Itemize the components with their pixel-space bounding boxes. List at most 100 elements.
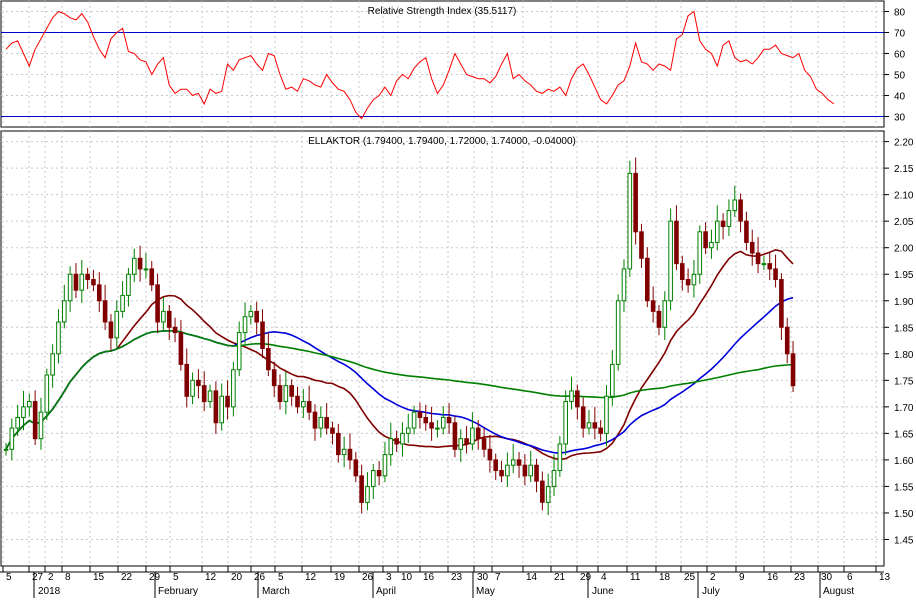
candle-body bbox=[458, 438, 464, 450]
candle-body bbox=[353, 459, 359, 477]
rsi-y-tick-label: 40 bbox=[894, 92, 906, 103]
moving-average-line bbox=[5, 248, 794, 461]
candle-body bbox=[21, 406, 26, 418]
candlestick bbox=[27, 393, 32, 417]
candle-body bbox=[470, 427, 475, 445]
candlestick bbox=[773, 254, 778, 288]
rsi-y-tick-label: 60 bbox=[894, 50, 906, 61]
candlestick bbox=[767, 252, 773, 281]
candlestick bbox=[336, 423, 341, 463]
rsi-y-tick-label: 50 bbox=[894, 71, 906, 82]
x-day-label: 2 bbox=[48, 572, 54, 583]
x-day-label: 30 bbox=[821, 572, 833, 583]
x-day-label: 16 bbox=[423, 572, 435, 583]
candle-body bbox=[668, 220, 673, 302]
candle-body bbox=[67, 273, 73, 302]
candle-body bbox=[604, 395, 609, 434]
candlestick bbox=[137, 245, 143, 282]
candlestick bbox=[528, 450, 534, 483]
candle-body bbox=[382, 454, 388, 477]
candle-body bbox=[254, 310, 259, 323]
candle-body bbox=[773, 268, 778, 281]
candle-body bbox=[703, 231, 708, 249]
candlestick bbox=[685, 268, 691, 293]
candle-body bbox=[359, 475, 364, 503]
candle-body bbox=[242, 316, 248, 334]
candlestick bbox=[499, 460, 504, 483]
candlestick bbox=[703, 222, 708, 255]
candle-body bbox=[324, 416, 329, 429]
candlestick bbox=[266, 332, 271, 377]
candle-body bbox=[79, 273, 85, 291]
candlestick bbox=[44, 368, 50, 421]
candle-body bbox=[452, 422, 458, 450]
candle-body bbox=[505, 464, 510, 477]
candlestick bbox=[411, 405, 417, 435]
x-day-label: 5 bbox=[173, 572, 179, 583]
candlestick-layer bbox=[3, 157, 796, 516]
candle-body bbox=[510, 459, 516, 466]
candle-body bbox=[749, 241, 755, 254]
candle-body bbox=[481, 438, 487, 450]
candlestick bbox=[201, 371, 207, 412]
candle-body bbox=[341, 448, 347, 456]
candle-body bbox=[487, 448, 493, 461]
candlestick bbox=[732, 185, 738, 217]
x-day-label: 30 bbox=[477, 572, 489, 583]
candle-body bbox=[330, 427, 335, 434]
price-y-tick-label: 2.10 bbox=[894, 191, 914, 202]
candlestick bbox=[720, 213, 726, 240]
candlestick bbox=[376, 460, 382, 486]
candle-body bbox=[155, 284, 160, 323]
candle-body bbox=[50, 353, 55, 376]
candlestick bbox=[242, 302, 248, 344]
candlestick bbox=[190, 372, 195, 405]
candle-body bbox=[440, 416, 446, 429]
candle-body bbox=[27, 401, 32, 408]
candlestick bbox=[73, 263, 79, 299]
candlestick bbox=[633, 157, 638, 245]
price-y-ticks: 1.45 1.50 1.55 1.60 1.65 1.70 1.75 1.80 1.85 1.90… bbox=[884, 138, 914, 546]
candle-body bbox=[598, 427, 603, 434]
x-day-label: 22 bbox=[121, 572, 133, 583]
candle-body bbox=[767, 263, 773, 270]
candlestick bbox=[114, 300, 120, 348]
candlestick bbox=[32, 390, 38, 446]
candlestick bbox=[551, 454, 557, 496]
price-title: ELLAKTOR (1.79400, 1.79400, 1.72000, 1.7… bbox=[308, 136, 576, 147]
candlestick bbox=[726, 199, 732, 237]
candlestick bbox=[382, 441, 388, 483]
candle-body bbox=[499, 470, 504, 477]
price-y-tick-label: 1.80 bbox=[894, 350, 914, 361]
candlestick bbox=[102, 284, 108, 330]
candlestick bbox=[452, 416, 458, 458]
candle-body bbox=[761, 263, 767, 266]
price-y-tick-label: 1.55 bbox=[894, 482, 914, 493]
x-month-label: April bbox=[376, 586, 396, 597]
candlestick bbox=[394, 430, 399, 452]
candle-body bbox=[528, 464, 534, 477]
candle-body bbox=[755, 252, 761, 265]
x-day-label: 26 bbox=[362, 572, 374, 583]
candle-body bbox=[610, 363, 615, 397]
candlestick bbox=[738, 193, 743, 233]
price-panel: 1.45 1.50 1.55 1.60 1.65 1.70 1.75 1.80 1.85 1.90… bbox=[0, 130, 914, 567]
candle-body bbox=[149, 268, 155, 286]
candle-body bbox=[545, 485, 551, 503]
candle-body bbox=[120, 294, 125, 312]
x-day-label: 19 bbox=[334, 572, 346, 583]
candlestick bbox=[761, 255, 767, 270]
candlestick bbox=[341, 436, 347, 468]
candle-body bbox=[190, 379, 195, 397]
candle-body bbox=[96, 284, 102, 302]
candlestick bbox=[330, 421, 335, 445]
candlestick bbox=[744, 211, 749, 251]
candlestick bbox=[610, 350, 615, 406]
candlestick bbox=[248, 305, 254, 325]
candle-body bbox=[85, 273, 90, 281]
candle-body bbox=[446, 416, 452, 424]
candlestick bbox=[312, 404, 318, 441]
candlestick bbox=[621, 259, 627, 312]
candlestick bbox=[557, 436, 563, 477]
candle-body bbox=[301, 401, 306, 408]
